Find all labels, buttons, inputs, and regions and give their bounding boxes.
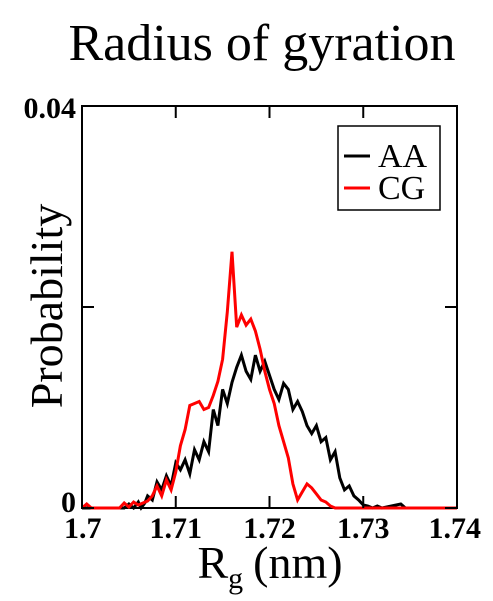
x-tick-label: 1.7	[64, 512, 102, 545]
y-tick-label: 0	[61, 486, 76, 519]
y-tick-labels: 00.04	[24, 92, 77, 519]
series-line-cg	[81, 251, 457, 510]
x-axis-label-main: R	[197, 537, 228, 588]
y-axis-label: Probability	[21, 204, 72, 408]
x-tick-label: 1.72	[243, 512, 296, 545]
x-tick-label: 1.71	[150, 512, 203, 545]
legend: AA CG	[337, 125, 441, 211]
series-layer	[81, 251, 457, 511]
y-tick-label: 0.04	[24, 92, 77, 125]
plot-area	[81, 105, 458, 511]
x-tick-label: 1.74	[429, 512, 482, 545]
legend-label-cg: CG	[378, 170, 425, 207]
x-axis-label: Rg (nm)	[197, 537, 342, 595]
x-tick-label: 1.73	[337, 512, 390, 545]
x-axis-label-unit: (nm)	[253, 537, 342, 588]
series-line-aa	[82, 350, 457, 511]
x-axis-label-subscript: g	[228, 562, 243, 595]
x-tick-labels: 1.7 1.71 1.72 1.73 1.74	[64, 512, 481, 545]
legend-box	[337, 125, 441, 211]
legend-label-aa: AA	[378, 138, 428, 175]
tick-layer	[81, 105, 458, 509]
chart-title: Radius of gyration	[68, 15, 455, 72]
